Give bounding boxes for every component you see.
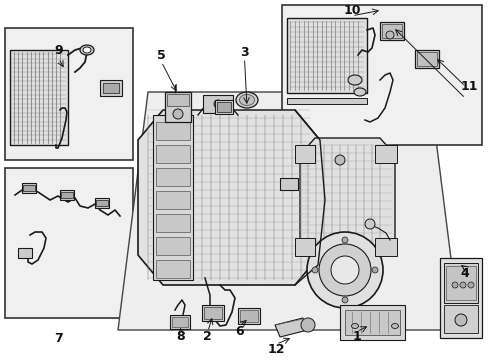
Bar xyxy=(381,24,401,38)
Bar xyxy=(5,28,133,160)
Ellipse shape xyxy=(391,324,398,328)
Circle shape xyxy=(173,109,183,119)
Circle shape xyxy=(330,256,358,284)
Bar xyxy=(153,115,193,280)
Text: 5: 5 xyxy=(157,49,165,62)
Bar xyxy=(414,50,438,68)
Ellipse shape xyxy=(83,47,91,53)
Circle shape xyxy=(301,318,314,332)
Polygon shape xyxy=(274,318,307,337)
Bar xyxy=(374,238,396,256)
Polygon shape xyxy=(299,138,394,258)
Text: 7: 7 xyxy=(54,332,63,345)
Bar xyxy=(170,315,190,329)
Bar xyxy=(95,198,109,208)
Bar xyxy=(156,260,190,278)
Text: 3: 3 xyxy=(240,46,248,59)
Bar xyxy=(345,310,399,335)
Bar xyxy=(443,263,477,303)
Bar xyxy=(172,317,187,327)
Bar xyxy=(156,237,190,255)
Bar xyxy=(156,214,190,232)
Circle shape xyxy=(341,237,347,243)
Bar xyxy=(156,145,190,163)
Bar xyxy=(96,200,108,206)
Bar xyxy=(240,310,258,322)
Circle shape xyxy=(371,267,377,273)
Circle shape xyxy=(459,282,465,288)
Bar xyxy=(286,98,366,104)
Circle shape xyxy=(385,31,393,39)
Bar xyxy=(294,145,314,163)
Bar xyxy=(416,52,436,66)
Ellipse shape xyxy=(351,324,358,328)
Circle shape xyxy=(364,219,374,229)
Bar xyxy=(156,168,190,186)
Bar xyxy=(22,183,36,193)
Text: 4: 4 xyxy=(459,267,468,280)
Bar xyxy=(374,145,396,163)
Text: 9: 9 xyxy=(54,44,63,57)
Bar xyxy=(280,178,297,190)
Bar xyxy=(203,95,232,113)
Bar xyxy=(60,190,74,200)
Bar xyxy=(215,100,232,114)
Circle shape xyxy=(311,267,317,273)
Bar xyxy=(167,94,189,106)
Circle shape xyxy=(341,297,347,303)
Text: 1: 1 xyxy=(352,330,361,343)
Ellipse shape xyxy=(239,95,254,105)
Bar xyxy=(61,192,73,198)
Bar xyxy=(217,102,230,112)
Circle shape xyxy=(467,282,473,288)
Bar xyxy=(156,122,190,140)
Polygon shape xyxy=(118,92,459,330)
Bar xyxy=(286,18,366,93)
Bar xyxy=(164,92,191,122)
Bar xyxy=(18,248,32,258)
Text: 12: 12 xyxy=(267,343,285,356)
Bar xyxy=(100,80,122,96)
Circle shape xyxy=(318,244,370,296)
Circle shape xyxy=(214,100,222,108)
Text: 6: 6 xyxy=(235,325,244,338)
Bar xyxy=(443,305,477,333)
Circle shape xyxy=(454,314,466,326)
Text: 2: 2 xyxy=(203,330,212,343)
Bar xyxy=(202,305,224,321)
Text: 11: 11 xyxy=(460,80,477,93)
Text: 8: 8 xyxy=(176,330,185,343)
Bar xyxy=(203,307,222,319)
Ellipse shape xyxy=(236,92,258,108)
Bar xyxy=(238,308,260,324)
Bar xyxy=(445,266,475,300)
Bar xyxy=(23,185,35,191)
Bar xyxy=(379,22,403,40)
Ellipse shape xyxy=(347,75,361,85)
Circle shape xyxy=(306,232,382,308)
Bar xyxy=(103,83,119,93)
Bar xyxy=(439,258,481,338)
Bar xyxy=(282,5,481,145)
Bar xyxy=(339,305,404,340)
Ellipse shape xyxy=(353,88,365,96)
Bar xyxy=(5,168,133,318)
Bar xyxy=(294,238,314,256)
Circle shape xyxy=(451,282,457,288)
Text: 10: 10 xyxy=(343,4,360,17)
Bar xyxy=(156,191,190,209)
Circle shape xyxy=(334,155,345,165)
Ellipse shape xyxy=(80,45,94,55)
Bar xyxy=(10,50,68,145)
Polygon shape xyxy=(138,110,319,285)
